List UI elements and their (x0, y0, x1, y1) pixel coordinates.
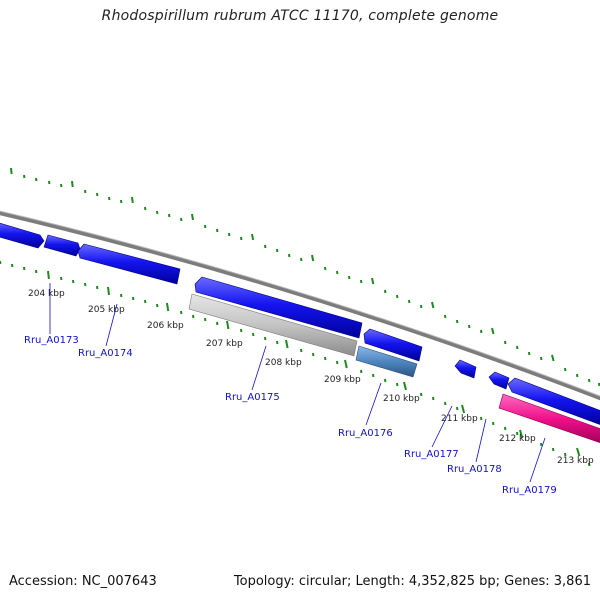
genome-backbone-highlight (0, 210, 600, 397)
gene-arrow[interactable] (194, 276, 363, 339)
leader-line (251, 345, 267, 391)
kbp-label: 205 kbp (88, 305, 125, 315)
kbp-label: 208 kbp (265, 358, 302, 368)
gene-block-grey[interactable] (188, 293, 358, 357)
major-tick (491, 327, 495, 335)
gene-arrow[interactable] (363, 328, 423, 362)
gene-arrow[interactable] (454, 359, 477, 379)
gene-label[interactable]: Rru_A0174 (78, 348, 133, 359)
gene-arrow[interactable] (77, 243, 181, 285)
major-tick (191, 213, 194, 221)
major-tick (47, 270, 50, 280)
leader-line (365, 382, 382, 426)
major-tick (461, 404, 466, 414)
major-tick (403, 381, 407, 391)
kbp-scale-labels: 204 kbp 205 kbp 206 kbp 207 kbp 208 kbp … (28, 289, 594, 466)
major-tick (344, 359, 348, 369)
kbp-label: 211 kbp (441, 414, 478, 424)
major-tick (166, 302, 170, 312)
gene-labels: Rru_A0173 Rru_A0174 Rru_A0175 Rru_A0176 … (24, 335, 557, 496)
major-tick (226, 320, 230, 330)
gene-label-leaders (49, 283, 546, 483)
gene-label[interactable]: Rru_A0175 (225, 392, 280, 403)
major-tick (251, 233, 255, 241)
kbp-label: 204 kbp (28, 289, 65, 299)
gene-arrow[interactable] (0, 222, 45, 249)
kbp-label: 212 kbp (499, 434, 536, 444)
major-tick (551, 354, 555, 362)
major-tick (285, 339, 289, 349)
major-tick (371, 277, 375, 285)
leader-line (475, 418, 487, 463)
major-tick (519, 429, 524, 439)
genome-backbone (0, 211, 600, 401)
map-title: Rhodospirillum rubrum ATCC 11170, comple… (101, 8, 499, 24)
major-tick (107, 286, 110, 296)
leader-line (431, 405, 453, 448)
major-tick (71, 180, 74, 188)
topology-label: Topology: circular; Length: 4,352,825 bp… (233, 574, 591, 589)
kbp-label: 213 kbp (557, 456, 594, 466)
gene-label[interactable]: Rru_A0173 (24, 335, 79, 346)
gene-arrow[interactable] (488, 371, 510, 390)
kbp-label: 207 kbp (206, 339, 243, 349)
outer-tick-ring (10, 167, 600, 387)
gene-arrow[interactable] (507, 377, 600, 426)
inner-tick-ring (0, 260, 591, 467)
gene-arrow[interactable] (43, 234, 81, 257)
gene-label[interactable]: Rru_A0176 (338, 428, 393, 439)
accession-label: Accession: NC_007643 (9, 574, 157, 589)
gene-block-pink[interactable] (498, 393, 600, 444)
major-tick (576, 447, 581, 457)
major-tick (311, 254, 315, 262)
leader-line (529, 437, 546, 483)
gene-label[interactable]: Rru_A0178 (447, 464, 502, 475)
major-tick (10, 167, 13, 175)
kbp-label: 206 kbp (147, 321, 184, 331)
kbp-label: 210 kbp (383, 394, 420, 404)
gene-label[interactable]: Rru_A0177 (404, 449, 459, 460)
major-tick (431, 301, 435, 309)
leader-line (105, 303, 118, 347)
gene-label[interactable]: Rru_A0179 (502, 485, 557, 496)
major-tick (131, 196, 134, 204)
gene-block-steelblue[interactable] (355, 345, 418, 378)
kbp-label: 209 kbp (324, 375, 361, 385)
